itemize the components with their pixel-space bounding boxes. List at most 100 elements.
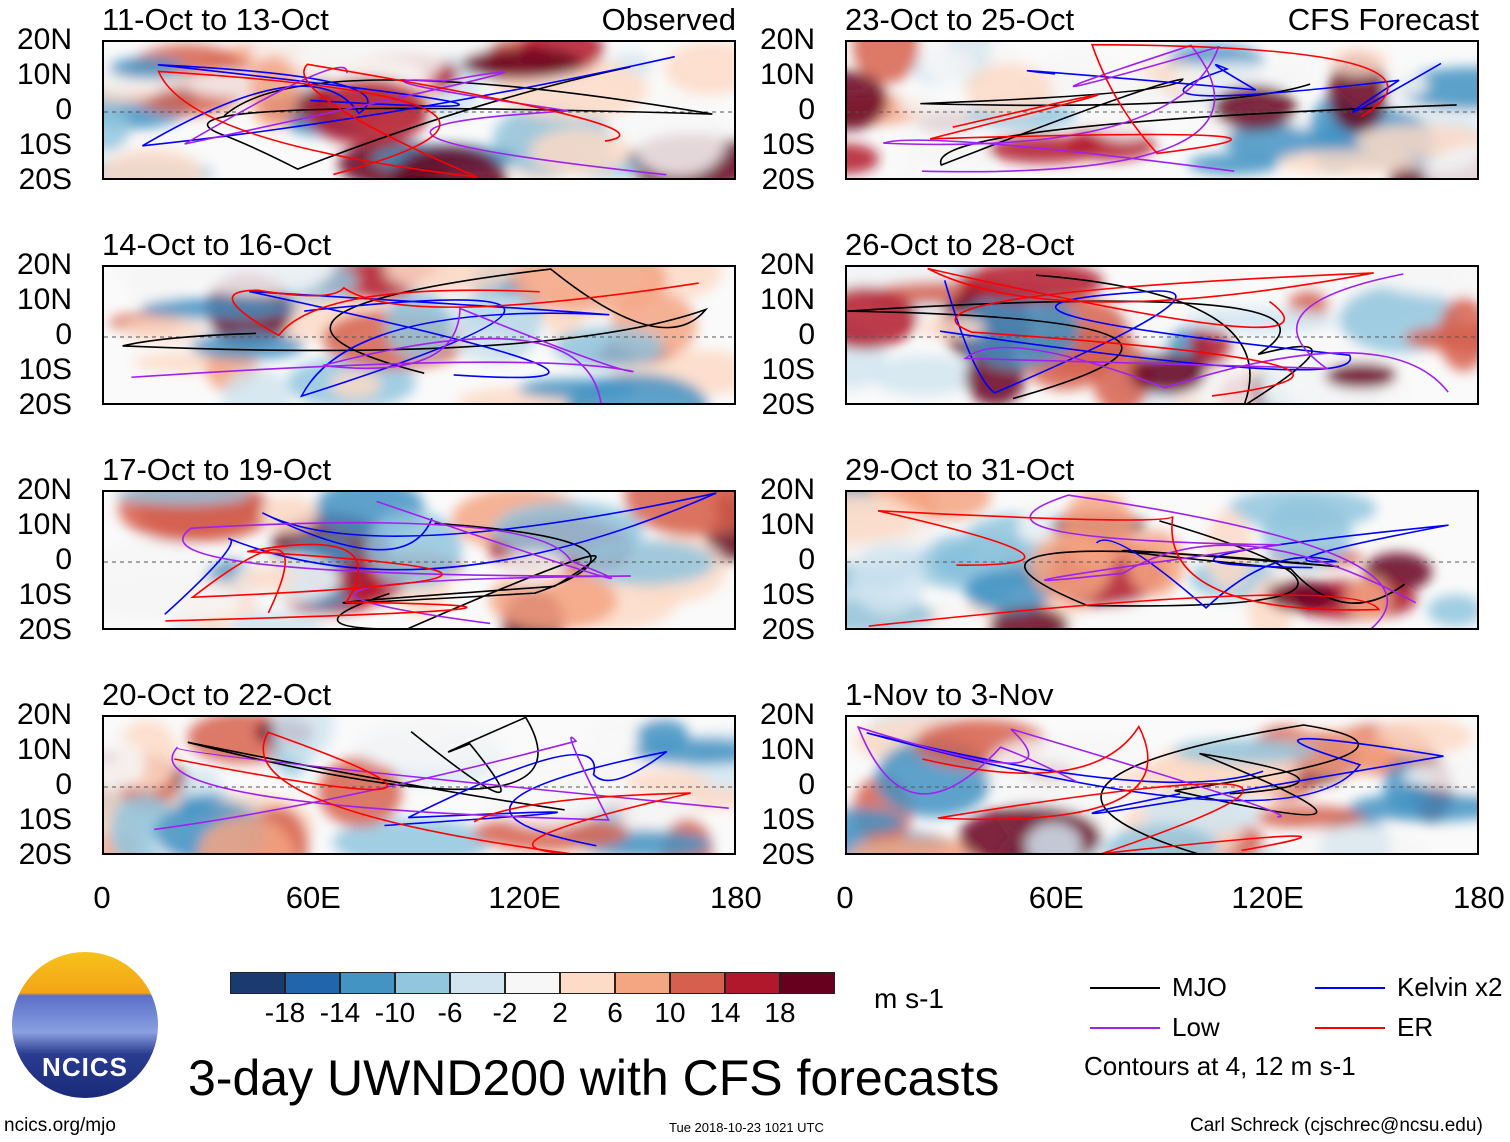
wind-anomaly-blob bbox=[851, 543, 926, 616]
wind-anomaly-blob bbox=[385, 267, 520, 293]
panel-tag: CFS Forecast bbox=[1287, 2, 1479, 37]
wind-anomaly-blob bbox=[305, 78, 430, 146]
wind-anomaly-blob bbox=[847, 286, 918, 350]
wind-anomaly-blob bbox=[401, 717, 456, 744]
contour-line bbox=[154, 736, 729, 831]
legend-label: Low bbox=[1172, 1012, 1220, 1042]
wind-anomaly-blob bbox=[847, 808, 905, 835]
map-panel bbox=[845, 490, 1479, 630]
contour-line bbox=[856, 725, 1282, 818]
lat-label: 20S bbox=[761, 838, 815, 871]
lat-label: 10S bbox=[761, 578, 815, 611]
wind-anomaly-blob bbox=[461, 48, 583, 79]
lat-label: 0 bbox=[798, 768, 815, 801]
contour-line bbox=[165, 543, 468, 622]
wind-anomaly-blob bbox=[529, 128, 631, 175]
map-panel bbox=[845, 715, 1479, 855]
lat-label: 20S bbox=[761, 163, 815, 196]
lat-label: 10S bbox=[18, 803, 72, 836]
lat-label: 20N bbox=[16, 473, 72, 506]
lat-label: 20S bbox=[18, 838, 72, 871]
wind-anomaly-blob bbox=[1349, 792, 1477, 822]
wind-anomaly-blob bbox=[1364, 267, 1477, 297]
lat-label: 10S bbox=[761, 128, 815, 161]
wind-anomaly-blob bbox=[1036, 80, 1151, 106]
wind-anomaly-blob bbox=[852, 42, 920, 84]
map-panel bbox=[845, 265, 1479, 405]
colorbar-swatch bbox=[780, 972, 835, 994]
lon-label: 120E bbox=[488, 880, 561, 915]
wind-anomaly-blob bbox=[1325, 362, 1397, 389]
panel-title: 11-Oct to 13-Oct bbox=[102, 2, 329, 37]
footer-author: Carl Schreck (cjschrec@ncsu.edu) bbox=[1190, 1115, 1483, 1136]
lat-label: 10N bbox=[16, 508, 72, 541]
contour-line bbox=[131, 307, 634, 403]
contour-line bbox=[920, 78, 1457, 167]
wind-anomaly-blob bbox=[104, 107, 130, 152]
wind-anomaly-blob bbox=[353, 717, 507, 773]
legend-line bbox=[1090, 1027, 1160, 1029]
lat-label: 20N bbox=[16, 23, 72, 56]
lat-label: 0 bbox=[55, 768, 72, 801]
lat-label: 20N bbox=[16, 248, 72, 281]
wind-anomaly-blob bbox=[1252, 805, 1368, 829]
panel-title: 1-Nov to 3-Nov bbox=[845, 677, 1054, 712]
colorbar-label: -2 bbox=[492, 997, 518, 1028]
lat-label: 20N bbox=[16, 698, 72, 731]
contour-line bbox=[927, 267, 1374, 397]
wind-anomaly-blob bbox=[1224, 123, 1317, 160]
wind-anomaly-blob bbox=[297, 42, 446, 89]
wind-anomaly-blob bbox=[1282, 824, 1428, 853]
contour-line bbox=[922, 724, 1303, 853]
colorbar-units: m s-1 bbox=[874, 983, 944, 1014]
lat-label: 10N bbox=[759, 283, 815, 316]
wind-anomaly-blob bbox=[1278, 149, 1416, 176]
wind-anomaly-blob bbox=[918, 315, 986, 340]
contour-line bbox=[184, 66, 667, 176]
panel-title: 23-Oct to 25-Oct bbox=[845, 2, 1075, 37]
colorbar-label: 6 bbox=[607, 997, 623, 1028]
colorbar-label: 14 bbox=[709, 997, 741, 1028]
wind-anomaly-blob bbox=[1269, 730, 1396, 776]
wind-anomaly-blob bbox=[849, 836, 979, 853]
wind-anomaly-blob bbox=[109, 57, 186, 79]
logo-text: NCICS bbox=[42, 1052, 128, 1082]
wind-anomaly-blob bbox=[1212, 85, 1297, 131]
wind-anomaly-blob bbox=[624, 492, 734, 536]
colorbar-swatch bbox=[285, 972, 340, 994]
contour-line bbox=[847, 274, 1313, 403]
wind-anomaly-blob bbox=[1427, 594, 1477, 627]
colorbar-swatch bbox=[395, 972, 450, 994]
wind-anomaly-blob bbox=[191, 332, 305, 360]
wind-anomaly-blob bbox=[229, 611, 323, 628]
wind-anomaly-blob bbox=[847, 71, 888, 131]
wind-anomaly-blob bbox=[1328, 48, 1389, 75]
wind-anomaly-blob bbox=[1183, 307, 1337, 334]
contour-line bbox=[187, 717, 565, 811]
map-panel bbox=[102, 265, 736, 405]
colorbar-swatch bbox=[340, 972, 395, 994]
legend-label: MJO bbox=[1172, 972, 1227, 1002]
lat-label: 20N bbox=[759, 23, 815, 56]
colorbar-label: 10 bbox=[654, 997, 686, 1028]
wind-anomaly-blob bbox=[1025, 822, 1082, 853]
lat-label: 10N bbox=[16, 283, 72, 316]
wind-anomaly-blob bbox=[115, 492, 251, 505]
lon-label: 60E bbox=[285, 880, 341, 915]
lon-label: 180 bbox=[710, 880, 762, 915]
lon-label: 180 bbox=[1453, 880, 1505, 915]
wind-anomaly-blob bbox=[631, 97, 727, 176]
lat-label: 20S bbox=[761, 613, 815, 646]
wind-anomaly-blob bbox=[1373, 717, 1472, 756]
wind-anomaly-blob bbox=[332, 818, 491, 853]
lon-label: 0 bbox=[836, 880, 854, 915]
contour-line bbox=[883, 44, 1235, 173]
footer-timestamp: Tue 2018-10-23 1021 UTC bbox=[669, 1120, 824, 1135]
contour-line bbox=[231, 282, 699, 337]
wind-anomaly-blob bbox=[1172, 738, 1317, 764]
wind-anomaly-blob bbox=[104, 582, 184, 617]
lat-label: 0 bbox=[798, 543, 815, 576]
lat-label: 20S bbox=[18, 388, 72, 421]
ncics-logo bbox=[12, 952, 158, 1098]
wind-anomaly-blob bbox=[1266, 580, 1338, 612]
